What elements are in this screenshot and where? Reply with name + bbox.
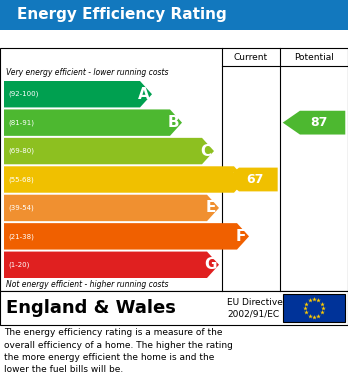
Text: B: B xyxy=(168,115,180,130)
Polygon shape xyxy=(4,109,182,136)
Bar xyxy=(283,294,345,322)
Text: G: G xyxy=(204,257,217,272)
Polygon shape xyxy=(224,168,278,191)
Text: F: F xyxy=(235,229,246,244)
Text: (1-20): (1-20) xyxy=(8,262,29,268)
Polygon shape xyxy=(283,111,345,135)
Polygon shape xyxy=(4,223,249,249)
Polygon shape xyxy=(4,166,246,193)
Text: A: A xyxy=(138,87,150,102)
Text: D: D xyxy=(231,172,244,187)
Text: The energy efficiency rating is a measure of the
overall efficiency of a home. T: The energy efficiency rating is a measur… xyxy=(4,328,233,375)
Text: EU Directive
2002/91/EC: EU Directive 2002/91/EC xyxy=(227,298,283,318)
Text: 87: 87 xyxy=(310,116,327,129)
Text: C: C xyxy=(200,143,211,159)
Bar xyxy=(0,291,348,325)
Text: (81-91): (81-91) xyxy=(8,119,34,126)
Text: Not energy efficient - higher running costs: Not energy efficient - higher running co… xyxy=(6,280,168,289)
Bar xyxy=(0,0,348,30)
Text: E: E xyxy=(205,201,216,215)
Text: Very energy efficient - lower running costs: Very energy efficient - lower running co… xyxy=(6,68,168,77)
Text: Current: Current xyxy=(234,52,268,61)
Text: (21-38): (21-38) xyxy=(8,233,34,240)
Polygon shape xyxy=(4,81,152,108)
Text: Energy Efficiency Rating: Energy Efficiency Rating xyxy=(17,7,227,23)
Text: (55-68): (55-68) xyxy=(8,176,34,183)
Polygon shape xyxy=(4,138,214,164)
Text: (39-54): (39-54) xyxy=(8,204,34,211)
Text: England & Wales: England & Wales xyxy=(6,299,176,317)
Polygon shape xyxy=(4,251,219,278)
Bar xyxy=(0,48,348,291)
Text: (69-80): (69-80) xyxy=(8,148,34,154)
Text: Potential: Potential xyxy=(294,52,334,61)
Text: (92-100): (92-100) xyxy=(8,91,38,97)
Polygon shape xyxy=(4,195,219,221)
Text: 67: 67 xyxy=(246,173,264,186)
